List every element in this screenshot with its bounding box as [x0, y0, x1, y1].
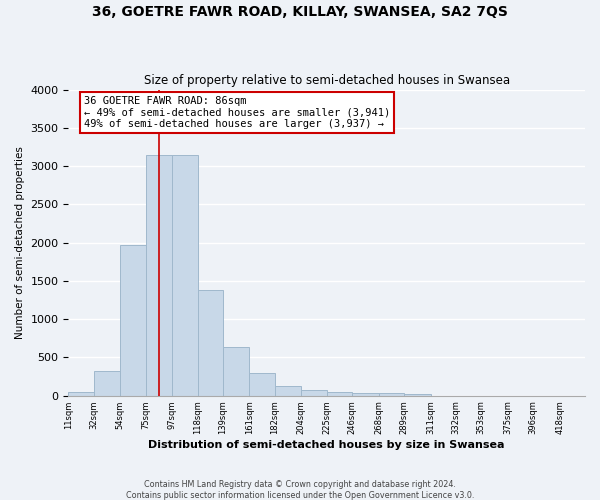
Y-axis label: Number of semi-detached properties: Number of semi-detached properties [15, 146, 25, 339]
Bar [121, 245, 146, 396]
Bar [94, 371, 121, 396]
Bar [250, 372, 275, 396]
Bar [327, 392, 352, 396]
Bar [404, 394, 431, 396]
Bar [275, 386, 301, 396]
Text: 36, GOETRE FAWR ROAD, KILLAY, SWANSEA, SA2 7QS: 36, GOETRE FAWR ROAD, KILLAY, SWANSEA, S… [92, 5, 508, 19]
Bar [197, 290, 223, 396]
Title: Size of property relative to semi-detached houses in Swansea: Size of property relative to semi-detach… [143, 74, 510, 87]
Text: Contains HM Land Registry data © Crown copyright and database right 2024.
Contai: Contains HM Land Registry data © Crown c… [126, 480, 474, 500]
Bar [223, 346, 250, 396]
Bar [301, 390, 327, 396]
Bar [146, 154, 172, 396]
Text: 36 GOETRE FAWR ROAD: 86sqm
← 49% of semi-detached houses are smaller (3,941)
49%: 36 GOETRE FAWR ROAD: 86sqm ← 49% of semi… [84, 96, 390, 129]
Bar [379, 394, 404, 396]
X-axis label: Distribution of semi-detached houses by size in Swansea: Distribution of semi-detached houses by … [148, 440, 505, 450]
Bar [68, 392, 94, 396]
Bar [352, 394, 379, 396]
Bar [172, 154, 197, 396]
